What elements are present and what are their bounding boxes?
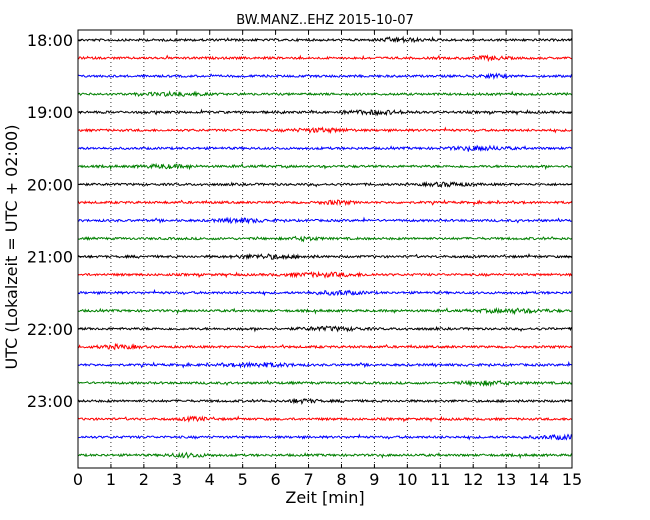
trace-line bbox=[77, 235, 573, 243]
x-tick-label: 3 bbox=[172, 470, 182, 489]
x-tick-label: 2 bbox=[139, 470, 149, 489]
trace-line bbox=[77, 216, 573, 225]
x-tick-label: 11 bbox=[430, 470, 450, 489]
x-tick-label: 0 bbox=[73, 470, 83, 489]
x-tick-label: 9 bbox=[369, 470, 379, 489]
trace-line bbox=[77, 35, 573, 44]
x-axis-label: Zeit [min] bbox=[285, 488, 364, 507]
trace-line bbox=[77, 415, 573, 423]
trace-line bbox=[78, 54, 573, 63]
trace-line bbox=[78, 144, 572, 152]
trace-line bbox=[77, 270, 573, 279]
y-tick-label: 18:00 bbox=[27, 31, 73, 50]
x-tick-label: 12 bbox=[463, 470, 483, 489]
x-tick-label: 1 bbox=[106, 470, 116, 489]
y-axis: 18:00 19:00 20:00 21:00 22:00 23:00 bbox=[27, 31, 572, 411]
trace-line bbox=[77, 360, 573, 369]
trace-line bbox=[77, 90, 573, 98]
x-tick-label: 5 bbox=[238, 470, 248, 489]
x-tick-label: 4 bbox=[205, 470, 215, 489]
trace-line bbox=[78, 180, 573, 189]
x-tick-label: 7 bbox=[303, 470, 313, 489]
y-tick-label: 23:00 bbox=[27, 392, 73, 411]
y-tick-label: 21:00 bbox=[27, 248, 73, 267]
x-axis: 0 1 2 3 4 5 6 7 8 9 10 11 12 13 14 15 bbox=[73, 30, 582, 489]
y-tick-label: 22:00 bbox=[27, 320, 73, 339]
x-tick-label: 8 bbox=[336, 470, 346, 489]
trace-line bbox=[77, 379, 573, 388]
trace-line bbox=[77, 307, 573, 316]
trace-line bbox=[77, 72, 573, 80]
trace-line bbox=[77, 288, 572, 297]
trace-line bbox=[77, 198, 573, 207]
trace-line bbox=[77, 162, 573, 171]
x-tick-label: 6 bbox=[271, 470, 281, 489]
chart-title: BW.MANZ..EHZ 2015-10-07 bbox=[236, 13, 414, 28]
y-axis-label: UTC (Lokalzeit = UTC + 02:00) bbox=[2, 125, 21, 370]
trace-line bbox=[77, 126, 573, 135]
x-tick-label: 15 bbox=[562, 470, 582, 489]
trace-line bbox=[77, 433, 573, 441]
trace-line bbox=[77, 451, 573, 460]
x-tick-label: 13 bbox=[496, 470, 516, 489]
trace-line bbox=[77, 397, 573, 406]
x-tick-label: 14 bbox=[529, 470, 549, 489]
y-tick-label: 20:00 bbox=[27, 175, 73, 194]
y-tick-label: 19:00 bbox=[27, 103, 73, 122]
trace-line bbox=[78, 342, 573, 351]
trace-line bbox=[77, 325, 573, 333]
plot-frame bbox=[77, 29, 573, 469]
trace-group bbox=[77, 35, 573, 460]
trace-line bbox=[77, 252, 572, 261]
trace-line bbox=[77, 108, 573, 117]
x-tick-label: 10 bbox=[397, 470, 417, 489]
